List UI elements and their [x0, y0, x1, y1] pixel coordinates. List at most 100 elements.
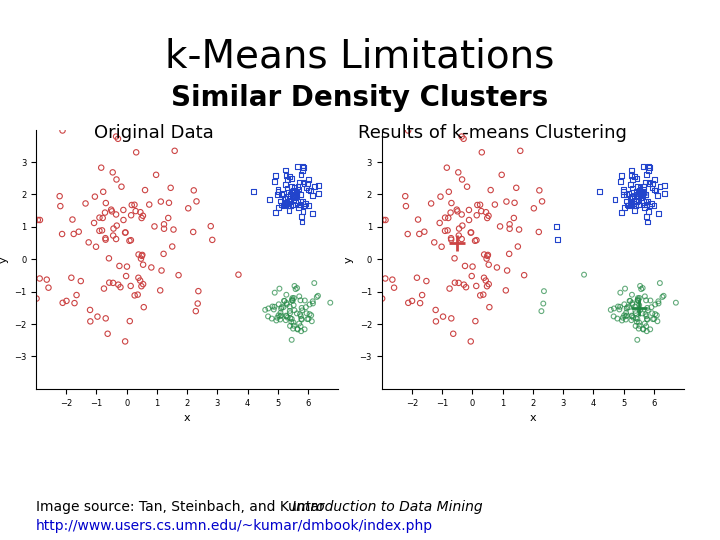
- Point: [285, 187, 297, 196]
- Point: [624, 189, 635, 198]
- Point: [273, 203, 284, 212]
- Point: [443, 187, 454, 196]
- Point: [284, 202, 296, 211]
- Point: [274, 284, 285, 293]
- Point: [623, 201, 634, 210]
- Point: [633, 196, 644, 205]
- Point: [295, 170, 307, 179]
- Point: [646, 303, 657, 312]
- Point: [271, 313, 283, 322]
- Point: [149, 222, 161, 231]
- Point: [138, 303, 150, 312]
- Point: [307, 209, 318, 218]
- Point: [286, 315, 297, 323]
- Point: [644, 325, 656, 334]
- Point: [165, 184, 176, 192]
- Point: [233, 271, 244, 279]
- Point: [490, 51, 501, 60]
- Point: [97, 214, 109, 222]
- Point: [298, 163, 310, 172]
- Point: [270, 171, 282, 180]
- Point: [124, 237, 135, 245]
- Point: [642, 306, 654, 315]
- Point: [274, 315, 286, 324]
- Point: [453, 231, 464, 240]
- Point: [275, 308, 287, 317]
- Point: [132, 291, 143, 299]
- Point: [137, 251, 148, 259]
- Point: [291, 192, 302, 200]
- Point: [112, 134, 124, 143]
- Point: [626, 171, 637, 180]
- Point: [303, 175, 315, 184]
- Point: [456, 132, 467, 141]
- Point: [621, 303, 633, 312]
- Point: [441, 164, 453, 172]
- Point: [634, 282, 646, 291]
- Point: [636, 192, 648, 200]
- Point: [135, 208, 146, 217]
- Point: [509, 199, 521, 207]
- Point: [639, 319, 650, 328]
- Point: [284, 173, 295, 181]
- Point: [281, 299, 292, 307]
- Point: [292, 325, 303, 334]
- Point: [279, 200, 290, 208]
- Point: [120, 228, 131, 237]
- Point: [647, 315, 659, 323]
- Point: [306, 317, 318, 326]
- Point: [646, 184, 657, 192]
- Point: [538, 287, 549, 295]
- Point: [416, 291, 428, 299]
- Point: [402, 299, 414, 307]
- Point: [54, 192, 66, 200]
- Text: k-Means Limitations: k-Means Limitations: [166, 38, 554, 76]
- Point: [632, 296, 644, 305]
- Point: [158, 220, 170, 228]
- Point: [491, 263, 503, 272]
- Point: [117, 206, 129, 214]
- Point: [481, 282, 492, 291]
- Point: [615, 288, 626, 297]
- Point: [34, 215, 45, 224]
- Point: [640, 197, 652, 206]
- Point: [444, 284, 455, 293]
- Point: [287, 296, 298, 305]
- Point: [533, 228, 544, 237]
- Point: [465, 228, 477, 237]
- Point: [280, 311, 292, 320]
- Point: [625, 180, 636, 188]
- Point: [98, 284, 109, 293]
- Point: [649, 175, 660, 184]
- Point: [32, 215, 44, 224]
- Point: [621, 197, 632, 205]
- X-axis label: x: x: [184, 413, 191, 423]
- Point: [280, 171, 292, 180]
- Point: [654, 182, 666, 191]
- Point: [659, 189, 670, 198]
- Point: [287, 294, 298, 302]
- Point: [292, 284, 303, 292]
- Point: [621, 190, 633, 199]
- Point: [276, 311, 287, 320]
- Point: [71, 291, 82, 299]
- Point: [626, 311, 637, 320]
- Point: [272, 190, 284, 199]
- Point: [280, 200, 292, 209]
- Point: [300, 303, 312, 312]
- Point: [445, 234, 456, 242]
- Point: [411, 273, 423, 282]
- Point: [111, 221, 122, 230]
- Point: [630, 196, 642, 205]
- Point: [489, 200, 500, 209]
- Point: [266, 314, 277, 323]
- Point: [482, 212, 494, 220]
- Point: [439, 226, 451, 235]
- Point: [286, 183, 297, 191]
- Point: [552, 235, 564, 244]
- Point: [67, 215, 78, 224]
- Point: [297, 166, 309, 175]
- Point: [289, 193, 300, 201]
- Point: [469, 237, 481, 245]
- Point: [276, 303, 287, 312]
